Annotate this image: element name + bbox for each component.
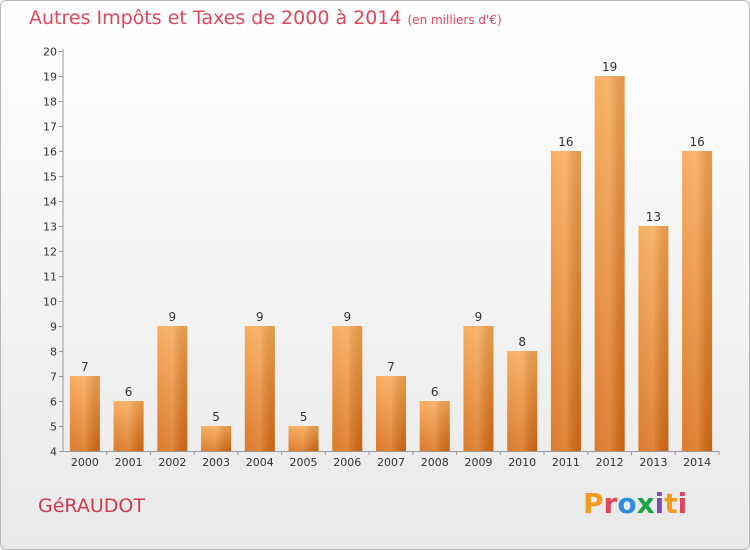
data-label: 9 bbox=[343, 310, 351, 324]
data-label: 5 bbox=[300, 410, 308, 424]
bar-shine bbox=[69, 376, 100, 451]
y-tick-label: 18 bbox=[43, 96, 57, 109]
data-label: 9 bbox=[475, 310, 483, 324]
x-tick-label: 2008 bbox=[421, 456, 449, 469]
bar-shine bbox=[638, 226, 669, 451]
chart-title-block: Autres Impôts et Taxes de 2000 à 2014 (en… bbox=[29, 7, 502, 29]
logo-letter: i bbox=[654, 487, 665, 520]
x-tick-label: 2001 bbox=[115, 456, 143, 469]
data-label: 16 bbox=[558, 135, 573, 149]
bar-shine bbox=[201, 426, 232, 451]
bar-shine bbox=[157, 326, 188, 451]
y-tick-label: 8 bbox=[50, 346, 57, 359]
x-tick-label: 2006 bbox=[333, 456, 361, 469]
y-tick-label: 9 bbox=[50, 321, 57, 334]
y-tick-label: 4 bbox=[50, 446, 57, 459]
data-label: 13 bbox=[646, 210, 661, 224]
x-tick-label: 2012 bbox=[596, 456, 624, 469]
y-tick-label: 19 bbox=[43, 71, 57, 84]
data-label: 9 bbox=[169, 310, 177, 324]
bar-shine bbox=[288, 426, 319, 451]
bar-shine bbox=[419, 401, 450, 451]
x-tick-label: 2011 bbox=[552, 456, 580, 469]
y-tick-label: 12 bbox=[43, 246, 57, 259]
bar-shine bbox=[550, 151, 581, 451]
bar-shine bbox=[594, 76, 625, 451]
logo-letter: P bbox=[583, 487, 604, 520]
chart-title: Autres Impôts et Taxes de 2000 à 2014 bbox=[29, 7, 402, 29]
bar-shine bbox=[244, 326, 275, 451]
logo-letter: i bbox=[677, 487, 688, 520]
data-label: 6 bbox=[431, 385, 439, 399]
bar-shine bbox=[507, 351, 538, 451]
chart-unit: (en milliers d'€) bbox=[407, 13, 502, 27]
data-label: 9 bbox=[256, 310, 264, 324]
x-tick-label: 2013 bbox=[639, 456, 667, 469]
x-tick-label: 2010 bbox=[508, 456, 536, 469]
bar-shine bbox=[682, 151, 713, 451]
bar-shine bbox=[113, 401, 144, 451]
bar-shine bbox=[376, 376, 406, 451]
data-label: 5 bbox=[212, 410, 220, 424]
bar-shine bbox=[332, 326, 363, 451]
x-tick-label: 2004 bbox=[246, 456, 274, 469]
logo-letter: r bbox=[603, 487, 618, 520]
y-tick-label: 20 bbox=[43, 46, 57, 59]
x-tick-label: 2003 bbox=[202, 456, 230, 469]
data-label: 7 bbox=[81, 360, 89, 374]
bar-shine bbox=[463, 326, 494, 451]
data-label: 19 bbox=[602, 60, 617, 74]
data-label: 16 bbox=[689, 135, 704, 149]
x-tick-label: 2002 bbox=[158, 456, 186, 469]
x-tick-label: 2014 bbox=[683, 456, 711, 469]
y-tick-label: 14 bbox=[43, 196, 57, 209]
x-tick-label: 2009 bbox=[464, 456, 492, 469]
y-tick-label: 6 bbox=[50, 396, 57, 409]
data-label: 7 bbox=[387, 360, 395, 374]
y-tick-label: 10 bbox=[43, 296, 57, 309]
commune-name: GéRAUDOT bbox=[38, 495, 145, 517]
y-tick-label: 13 bbox=[43, 221, 57, 234]
logo-letter: o bbox=[617, 487, 637, 520]
logo-letter: t bbox=[664, 487, 678, 520]
logo-letter: x bbox=[636, 487, 655, 520]
x-tick-label: 2000 bbox=[71, 456, 99, 469]
proxiti-logo: Proxiti bbox=[583, 487, 687, 520]
data-label: 8 bbox=[518, 335, 526, 349]
data-label: 6 bbox=[125, 385, 133, 399]
y-tick-label: 7 bbox=[50, 371, 57, 384]
y-tick-label: 16 bbox=[43, 146, 57, 159]
x-tick-label: 2007 bbox=[377, 456, 405, 469]
y-tick-label: 11 bbox=[43, 271, 57, 284]
y-tick-label: 5 bbox=[50, 421, 57, 434]
y-tick-label: 17 bbox=[43, 121, 57, 134]
x-tick-label: 2005 bbox=[290, 456, 318, 469]
y-tick-label: 15 bbox=[43, 171, 57, 184]
